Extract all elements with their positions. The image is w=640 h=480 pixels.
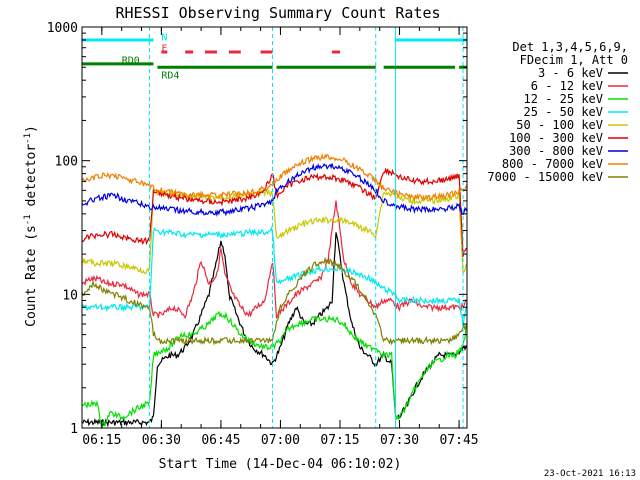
legend-label: 300 - 800 keV — [509, 144, 603, 158]
flag-label: F — [161, 44, 167, 55]
plot-layer: NF RD0 RD4 — [81, 27, 468, 430]
flag-label: RD0 — [122, 56, 140, 67]
legend-label: 7000 - 15000 keV — [487, 170, 603, 184]
x-axis-label: Start Time (14-Dec-04 06:10:02) — [159, 457, 402, 472]
footer-date: 23-Oct-2021 16:13 — [544, 469, 636, 479]
y-tick-label: 10 — [62, 288, 78, 303]
legend-label: 25 - 50 keV — [524, 105, 603, 119]
legend-label: 6 - 12 keV — [531, 79, 603, 93]
chart-title: RHESSI Observing Summary Count Rates — [115, 4, 440, 22]
x-tick-label: 07:30 — [380, 433, 419, 448]
series-line — [81, 232, 468, 428]
y-tick-label: 1000 — [47, 21, 78, 36]
plot-frame — [81, 26, 468, 429]
x-tick-label: 06:45 — [201, 433, 240, 448]
series-line — [81, 310, 468, 430]
y-axis-label-sup2: -1 — [23, 133, 33, 144]
axis-layer: 1 10 100 1000 06:15 06:30 06:45 07:00 07:15 07:30… — [47, 21, 479, 448]
legend-label: 12 - 25 keV — [524, 92, 603, 106]
flag-label: N — [161, 32, 167, 43]
y-axis-label-end: ) — [24, 125, 39, 133]
x-tick-label: 07:45 — [439, 433, 478, 448]
legend-header-2: FDecim 1, Att 0 — [520, 53, 628, 67]
y-axis-label-sup1: -1 — [23, 214, 33, 225]
legend-label: 100 - 300 keV — [509, 131, 603, 145]
legend-header-1: Det 1,3,4,5,6,9, — [512, 40, 628, 54]
x-tick-label: 07:15 — [320, 433, 359, 448]
y-axis-label-main: Count Rate (s — [24, 225, 39, 327]
series-line — [81, 188, 468, 275]
x-tick-label: 06:15 — [82, 433, 121, 448]
legend-label: 50 - 100 keV — [516, 118, 603, 132]
legend-label: 800 - 7000 keV — [502, 157, 603, 171]
y-tick-label: 1 — [70, 422, 78, 437]
y-tick-label: 100 — [55, 155, 78, 170]
series-line — [81, 167, 468, 257]
x-tick-label: 07:00 — [261, 433, 300, 448]
series-line — [81, 256, 468, 346]
series-line — [81, 153, 468, 203]
x-tick-label: 06:30 — [142, 433, 181, 448]
y-axis-label: Count Rate (s-1 detector-1) — [23, 125, 39, 327]
legend: Det 1,3,4,5,6,9, FDecim 1, Att 0 3 - 6 k… — [487, 40, 628, 184]
series-line — [81, 162, 468, 218]
y-axis-label-mid: detector — [24, 144, 39, 215]
series-line — [81, 200, 468, 320]
flag-label: RD4 — [161, 71, 179, 82]
legend-label: 3 - 6 keV — [538, 66, 603, 80]
